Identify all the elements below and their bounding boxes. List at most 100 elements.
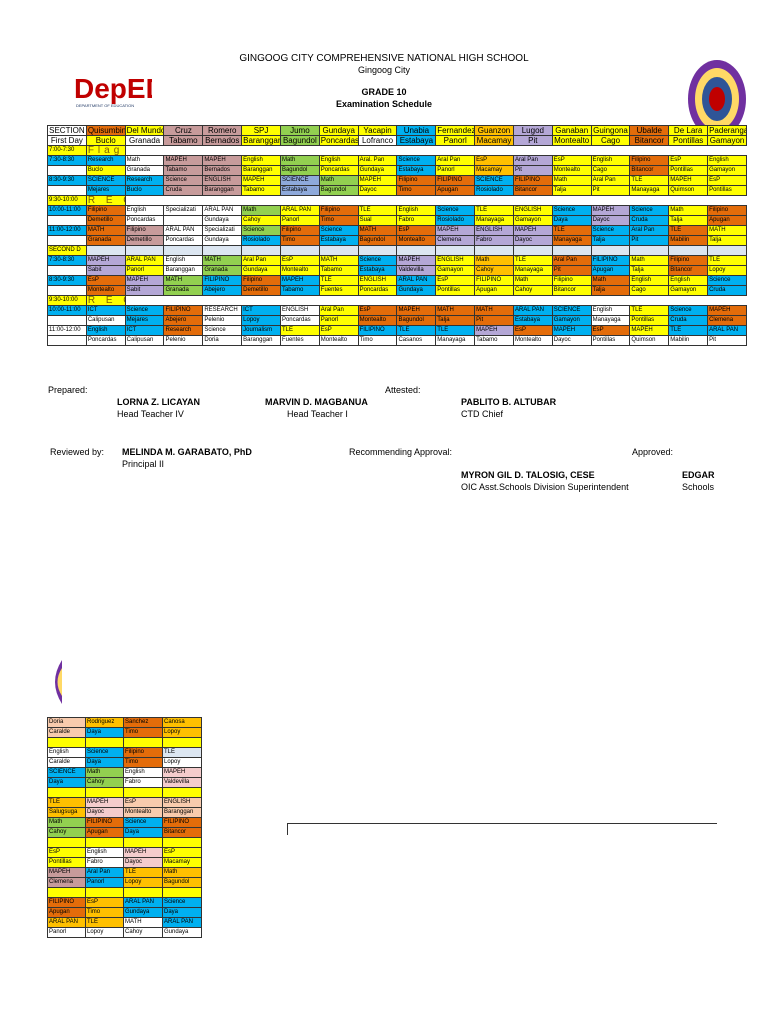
schedule-cell: ARAL PAN [124, 255, 165, 266]
continuation-cell [47, 787, 86, 798]
schedule-cell: English [668, 275, 709, 286]
schedule-cell: Cahoy [241, 215, 281, 226]
schedule-cell: Del Mundo [124, 125, 165, 136]
schedule-cell: Pontillas [668, 135, 709, 146]
continuation-row: Cahoy Apugan Daya Bitancor [47, 827, 202, 838]
continuation-cell: ENGLISH [162, 797, 202, 808]
city-name: Gingoog City [357, 65, 411, 75]
schedule-cell [396, 245, 437, 256]
schedule-cell: Granada [124, 165, 165, 176]
schedule-cell: Casanos [396, 335, 437, 346]
schedule-cell: Montealto [279, 265, 320, 276]
schedule-cell: Bagundol [318, 185, 359, 196]
schedule-cell: Macamay [474, 135, 514, 146]
schedule-cell [668, 245, 709, 256]
schedule-cell: Talja [629, 265, 670, 276]
schedule-cell: Science [668, 305, 709, 316]
schedule-cell: TLE [474, 205, 514, 216]
continuation-cell: FILIPINO [85, 817, 124, 828]
schedule-cell [47, 265, 87, 276]
continuation-cell: English [123, 767, 163, 778]
exam-schedule-table: SECTIONQuisumbingDel MundoCruzRomeroSPJJ… [47, 125, 747, 346]
continuation-cell: Dayoc [123, 857, 163, 868]
schedule-cell: Cago [629, 285, 670, 296]
schedule-row: 9:30-10:00R E C E S S [47, 195, 747, 206]
continuation-cell [47, 887, 86, 898]
schedule-cell: TLE [707, 255, 747, 266]
schedule-cell: Quisumbing [85, 125, 126, 136]
schedule-cell: Panorl [279, 215, 320, 226]
schedule-row: 8:30-9:30 SCIENCE Research Science ENGLISH MA… [47, 175, 747, 186]
schedule-cell [163, 215, 204, 226]
schedule-cell: Granada [85, 235, 126, 246]
schedule-cell: English [629, 275, 670, 286]
schedule-cell: Science [707, 275, 747, 286]
continuation-cell: EsP [123, 797, 163, 808]
schedule-cell: MAPEH [707, 305, 747, 316]
continuation-row: Caralde Daya Timo Lopoy [47, 727, 202, 738]
attested-label: Attested: [385, 385, 421, 395]
schedule-cell: Math [279, 155, 320, 166]
seal-fragment-icon [48, 660, 62, 704]
schedule-cell: Manayaga [590, 315, 631, 326]
schedule-cell: Clemena [707, 315, 747, 326]
schedule-cell: Bagundol [279, 135, 320, 146]
continuation-cell: ARAL PAN [123, 897, 163, 908]
schedule-cell: Gundaya [396, 285, 437, 296]
schedule-cell: Rosiolado [474, 185, 514, 196]
schedule-cell: Filipino [707, 205, 747, 216]
schedule-row: Mejares Buclo Cruda Baranggan Tabamo Estabaya… [47, 185, 747, 196]
schedule-cell: Poncardas [163, 235, 204, 246]
schedule-cell: Talja [707, 235, 747, 246]
schedule-cell: ARAL PAN [163, 225, 204, 236]
schedule-cell: Aral Pan [435, 155, 476, 166]
schedule-cell: Science [163, 175, 204, 186]
schedule-cell: Poncardas [279, 315, 320, 326]
schedule-cell: Science [318, 225, 359, 236]
continuation-row [47, 737, 202, 748]
schedule-cell: TLE [435, 325, 476, 336]
signatory-edgar-name: EDGAR [682, 470, 715, 480]
continuation-cell: Aral Pan [85, 867, 124, 878]
schedule-cell: Journalism [241, 325, 281, 336]
schedule-cell: Estabaya [396, 165, 437, 176]
schedule-cell: TLE [396, 325, 437, 336]
schedule-cell [241, 245, 281, 256]
continuation-row: Doria Rodriguez Sanchez Canosa [47, 717, 202, 728]
schedule-cell: Research [85, 155, 126, 166]
continuation-cell: English [85, 847, 124, 858]
continuation-row: TLE MAPEH EsP ENGLISH [47, 797, 202, 808]
schedule-cell [435, 245, 476, 256]
schedule-cell: Rosiolado [435, 215, 476, 226]
schedule-cell: Gundaya [357, 165, 398, 176]
schedule-cell: Talja [551, 185, 592, 196]
schedule-cell: Pontillas [707, 185, 747, 196]
schedule-cell: Granada [163, 285, 204, 296]
schedule-cell: EsP [590, 325, 631, 336]
continuation-row: Pontillas Fabro Dayoc Macamay [47, 857, 202, 868]
schedule-cell: Pontillas [435, 285, 476, 296]
schedule-cell: Pit [512, 135, 553, 146]
continuation-cell: ARAL PAN [162, 917, 202, 928]
schedule-cell: Dayoc [357, 185, 398, 196]
schedule-cell: English [396, 205, 437, 216]
schedule-banner-cell: R E C E S S [85, 195, 126, 206]
schedule-cell: Poncardas [318, 135, 359, 146]
schedule-cell: Aral Pan [318, 305, 359, 316]
schedule-cell: Filipino [279, 225, 320, 236]
schedule-cell [512, 245, 553, 256]
continuation-cell: Gundaya [162, 927, 202, 938]
schedule-cell: Clemena [435, 235, 476, 246]
divider-line [287, 823, 717, 824]
continuation-cell: Apugan [47, 907, 86, 918]
schedule-cell: Dayoc [590, 215, 631, 226]
schedule-cell: Science [202, 325, 243, 336]
continuation-cell: Salugsuga [47, 807, 86, 818]
recommending-label: Recommending Approval: [349, 447, 453, 457]
schedule-cell: Gamayon [707, 165, 747, 176]
schedule-cell: Yacapin [357, 125, 398, 136]
schedule-cell: Mabilin [668, 235, 709, 246]
schedule-cell: Lofranco [357, 135, 398, 146]
schedule-cell: Talja [590, 285, 631, 296]
schedule-cell: Bagundol [357, 235, 398, 246]
